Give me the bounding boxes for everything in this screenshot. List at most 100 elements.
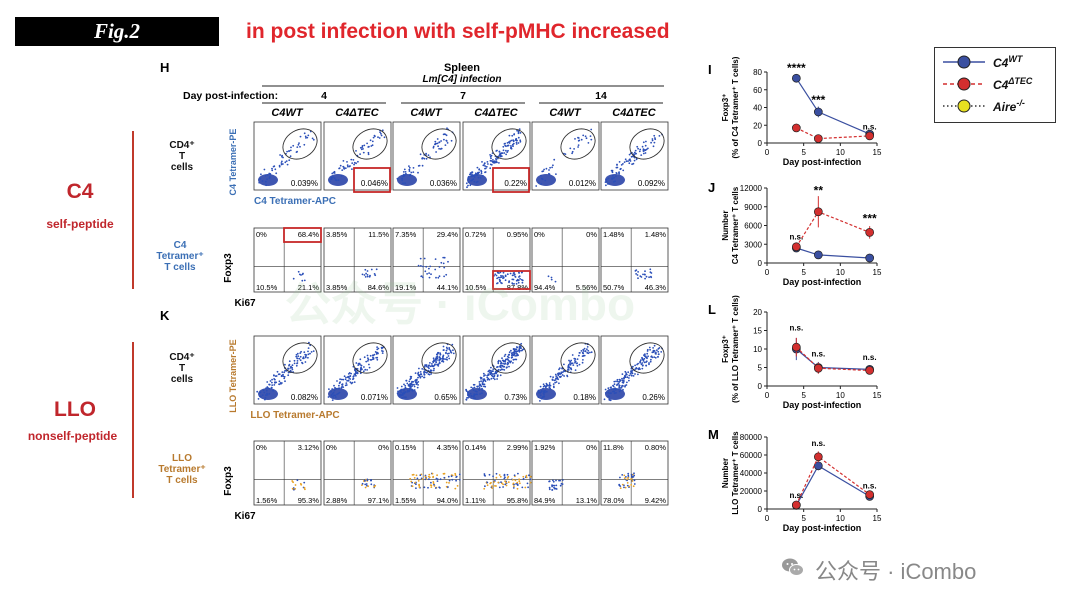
flow-dot — [296, 360, 299, 362]
flow-dot — [332, 176, 334, 178]
flow-dot — [421, 157, 424, 160]
flow-dot — [645, 275, 648, 278]
flow-dot — [448, 357, 451, 360]
flow-dot — [502, 365, 505, 368]
flow-dot — [640, 276, 643, 278]
flow-dot — [298, 357, 301, 360]
flow-dot — [366, 369, 368, 371]
row-label-line2: Tetramer⁺ — [158, 464, 205, 475]
flow-dot — [367, 151, 370, 154]
flow-dot — [449, 349, 452, 352]
flow-dot — [369, 359, 372, 361]
flow-dot — [338, 387, 341, 390]
quad-ll: 50.7% — [603, 283, 625, 292]
flow-dot — [346, 379, 348, 382]
flow-dot — [307, 134, 310, 137]
flow-dot — [333, 170, 336, 173]
flow-dot — [622, 163, 624, 165]
flow-dot — [500, 281, 502, 284]
flow-dot — [349, 165, 351, 167]
flow-dot — [488, 378, 491, 381]
flow-dot — [433, 367, 435, 370]
flow-dot — [515, 279, 518, 282]
flow-dot — [404, 387, 407, 389]
y-axis-label: Foxp3 — [223, 253, 234, 283]
flow-dot — [307, 356, 309, 359]
flow-dot — [361, 146, 364, 149]
flow-dot — [271, 378, 273, 381]
chart-letter: I — [708, 62, 712, 77]
flow-dot — [478, 389, 481, 391]
quad-ur: 11.5% — [368, 230, 389, 239]
flow-dot — [366, 354, 369, 357]
data-point — [813, 452, 823, 462]
flow-dot — [493, 160, 496, 163]
day-label: Day post-infection: — [183, 90, 278, 102]
row-label-line1: LLO — [172, 453, 192, 464]
tetramer-gate — [421, 342, 457, 374]
flow-dot — [446, 127, 448, 130]
flow-dot — [296, 146, 299, 149]
flow-dot — [292, 144, 295, 147]
flow-dot — [418, 374, 421, 376]
flow-dot — [641, 145, 644, 148]
flow-dot — [341, 383, 344, 385]
quadrant-plot-frame — [531, 227, 600, 293]
flow-dot — [577, 146, 579, 148]
flow-dot — [442, 349, 445, 351]
flow-dot — [465, 398, 468, 401]
tetramer-percent: 0.071% — [361, 393, 388, 402]
flow-dot — [580, 138, 583, 141]
quad-ll: 19.1% — [395, 283, 417, 292]
flow-dot — [355, 362, 358, 364]
flow-dot — [408, 165, 410, 168]
x-axis-title: Day post-infection — [783, 277, 862, 287]
y-axis-title-2: C4 Tetramer⁺ T cells — [731, 186, 740, 264]
flow-dot — [369, 139, 372, 142]
flow-dot — [445, 349, 448, 352]
flow-dot — [496, 282, 498, 285]
row-label-line3: T cells — [166, 475, 198, 486]
significance-label: n.s. — [789, 491, 803, 500]
flow-dot — [465, 390, 468, 392]
y-tick-label: 5 — [758, 364, 763, 373]
flow-dot — [364, 368, 367, 371]
flow-dot — [636, 274, 639, 276]
flow-dot — [620, 167, 622, 170]
flow-dot — [295, 364, 298, 367]
flow-dot — [341, 169, 344, 172]
flow-dot — [437, 351, 440, 354]
flow-dot — [288, 150, 290, 152]
flow-dot — [421, 164, 424, 167]
flow-dot — [447, 355, 450, 357]
flow-dot — [302, 357, 305, 360]
flow-dot — [431, 363, 433, 365]
flow-dot — [478, 168, 481, 171]
quad-lr: 5.56% — [576, 283, 598, 292]
flow-dot — [270, 386, 273, 389]
flow-dot — [287, 374, 290, 377]
flow-dot — [548, 169, 550, 171]
flow-dot — [433, 364, 436, 366]
flow-dot — [513, 283, 515, 285]
flow-dot — [587, 142, 590, 144]
flow-dot — [508, 134, 511, 137]
flow-dot — [265, 184, 267, 187]
flow-dot — [427, 366, 429, 369]
flow-dot — [495, 274, 498, 277]
flow-dot — [469, 392, 472, 395]
flow-dot — [515, 143, 518, 145]
flow-dot — [338, 382, 341, 385]
flow-dot — [272, 389, 274, 392]
flow-dot — [359, 370, 362, 372]
flow-dot — [430, 373, 433, 375]
flow-dot — [633, 151, 636, 154]
flow-dot — [482, 174, 484, 177]
significance-label: ** — [814, 183, 824, 197]
flow-dot — [512, 358, 515, 361]
flow-dot — [643, 148, 645, 151]
flow-dot — [348, 377, 350, 379]
series-line — [795, 455, 871, 506]
flow-dot — [329, 180, 331, 183]
flow-dot — [411, 381, 414, 383]
